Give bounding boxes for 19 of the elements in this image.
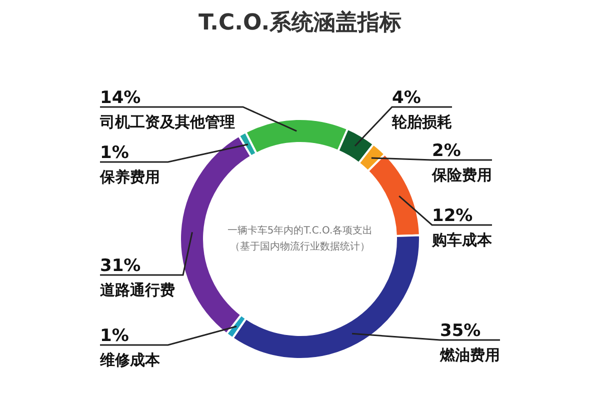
slice-label: 购车成本	[431, 231, 493, 249]
data-label: 2%	[432, 141, 461, 161]
slice-label: 维修成本	[99, 351, 161, 369]
slice-label: 司机工资及其他管理	[99, 113, 235, 131]
slice-label: 轮胎损耗	[391, 113, 452, 131]
data-label: 4%	[392, 88, 421, 108]
text: （基于国内物流行业数据统计）	[230, 240, 370, 253]
data-label: 31%	[100, 256, 141, 276]
data-label: 12%	[432, 206, 473, 226]
data-label: 1%	[100, 326, 129, 346]
data-label: 1%	[100, 143, 129, 163]
chart-title: T.C.O.系统涵盖指标	[198, 10, 402, 36]
data-label: 14%	[100, 88, 141, 108]
slice-label: 燃油费用	[439, 346, 500, 364]
text: 一辆卡车5年内的T.C.O.各项支出	[227, 224, 373, 237]
slice-label: 保险费用	[431, 166, 492, 184]
slice-label: 道路通行费	[100, 281, 175, 299]
slice-label: 保养费用	[99, 168, 160, 186]
data-label: 35%	[440, 321, 481, 341]
